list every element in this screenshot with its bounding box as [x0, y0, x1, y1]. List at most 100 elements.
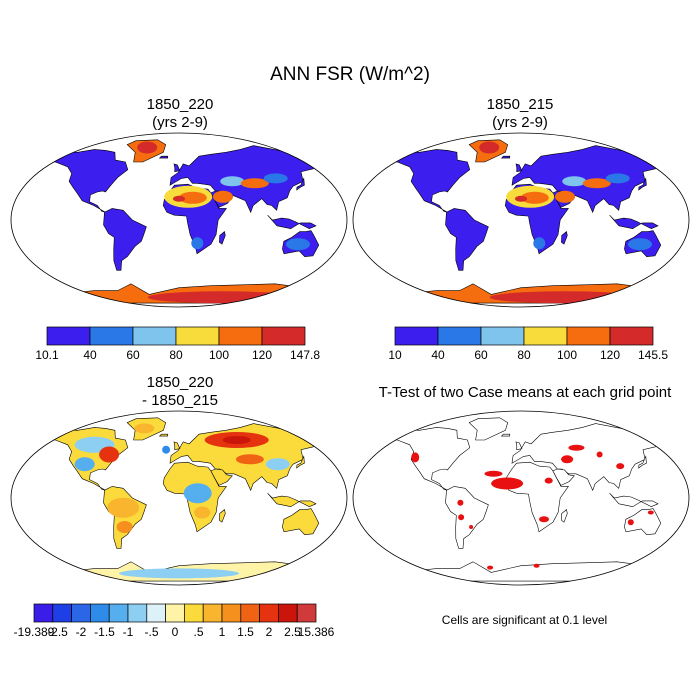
- colorbar-3-box-14: [296, 603, 317, 623]
- colorbar-3-box-5: [127, 603, 148, 623]
- panel-3-title-line1: 1850_220: [146, 374, 214, 391]
- significance-note: Cells are significant at 0.1 level: [441, 613, 608, 627]
- tibet-field: [240, 178, 269, 189]
- significant-cell-10: [469, 525, 474, 529]
- land-layer: [381, 417, 681, 582]
- gobi-field: [605, 173, 630, 184]
- sahara-core: [520, 191, 549, 204]
- colorbar-1-box-4: [218, 326, 263, 346]
- colorbar-3-tick-label-0: -19.389: [14, 625, 55, 639]
- central-asia-field: [220, 176, 245, 187]
- sahara-hotspot: [515, 195, 527, 202]
- eurasia-landmass: [511, 145, 665, 214]
- map-frame: [352, 132, 690, 308]
- colorbar-3-tick-label-2: -2: [76, 625, 87, 639]
- colorbar-2-box-0: [394, 326, 439, 346]
- significant-cell-14: [533, 563, 540, 568]
- tibet-field: [582, 178, 611, 189]
- eurasia-landmass: [511, 423, 665, 492]
- significant-cell-12: [627, 519, 634, 526]
- colorbar-2-tick-label-0: 10: [388, 348, 402, 362]
- colorbar-3-tick-label-8: 1: [219, 625, 226, 639]
- sahara-core: [178, 191, 207, 204]
- difference-field-11: [134, 423, 155, 434]
- panel-1-title-line2: (yrs 2-9): [152, 114, 208, 131]
- colorbar-3-box-11: [240, 603, 260, 623]
- map-frame: [352, 410, 690, 586]
- colorbar-2-box-4: [566, 326, 611, 346]
- panel-1-title-line1: 1850_220: [146, 96, 214, 113]
- colorbar-1-box-3: [175, 326, 220, 346]
- difference-field-4: [116, 521, 133, 533]
- australia-landmass: [624, 508, 662, 536]
- colorbar-3-tick-label-9: 1.5: [237, 625, 254, 639]
- colorbar-1-tick-label-3: 80: [169, 348, 183, 362]
- antarctica-core: [147, 291, 298, 304]
- uk-landmass: [173, 163, 181, 173]
- land-layer: [381, 139, 681, 304]
- panel-3-title-line2: - 1850_215: [142, 392, 218, 409]
- greenland-core: [137, 141, 158, 154]
- colorbar-3-box-6: [146, 603, 166, 623]
- colorbar-3-box-2: [71, 603, 91, 623]
- colorbar-3-tick-label-3: -1.5: [94, 625, 115, 639]
- colorbar-3-box-9: [202, 603, 223, 623]
- colorbar-1-tick-label-2: 60: [126, 348, 140, 362]
- madagascar-landmass: [219, 231, 226, 245]
- colorbar-1-box-0: [46, 326, 91, 346]
- difference-field-6: [194, 506, 211, 519]
- difference-field-12: [288, 516, 317, 529]
- colorbar-panel-3: -19.389-2.5 -2 -1.5 -1 -.5 0 .5 1 1.5 2 2.515.386: [14, 603, 335, 639]
- japan-landmass: [296, 455, 305, 469]
- map-panel-4: [352, 410, 690, 586]
- iceland-landmass: [158, 155, 169, 159]
- map-frame: [10, 132, 348, 308]
- panel-1-title: 1850_220 (yrs 2-9): [30, 96, 330, 132]
- uk-landmass: [173, 441, 181, 451]
- colorbar-2-tick-label-6: 145.5: [638, 348, 668, 362]
- colorbar-1-box-5: [261, 326, 306, 346]
- colorbar-3-tick-label-1: -2.5: [47, 625, 68, 639]
- colorbar-2-tick-label-4: 100: [557, 348, 577, 362]
- colorbar-3-box-3: [90, 603, 110, 623]
- colorbar-2-box-1: [437, 326, 482, 346]
- central-asia-field: [562, 176, 587, 187]
- colorbar-1-tick-label-5: 120: [252, 348, 272, 362]
- colorbar-2-tick-label-1: 40: [431, 348, 445, 362]
- difference-field-8: [222, 436, 251, 444]
- sahara-hotspot: [173, 195, 185, 202]
- south-america-landmass: [445, 486, 489, 549]
- kalahari-field: [191, 237, 204, 250]
- north-america-landmass: [42, 149, 129, 213]
- colorbar-3-box-12: [259, 603, 279, 623]
- new-zealand-landmass: [666, 253, 681, 265]
- colorbar-2-box-3: [523, 326, 568, 346]
- indonesia-landmass: [609, 214, 659, 230]
- significant-cell-7: [616, 463, 625, 470]
- gobi-field: [263, 173, 288, 184]
- significant-cell-2: [491, 477, 524, 490]
- difference-field-5: [183, 483, 212, 504]
- arabia-landmass: [552, 468, 575, 486]
- panel-3-title: 1850_220 - 1850_215: [30, 374, 330, 410]
- new-zealand-landmass: [324, 531, 339, 543]
- map-panel-2: [352, 132, 690, 308]
- colorbar-3-box-0: [33, 603, 54, 623]
- south-america-landmass: [103, 208, 147, 271]
- difference-field-14: [162, 445, 171, 454]
- colorbar-3-tick-label-10: 2: [266, 625, 273, 639]
- north-america-landmass: [384, 149, 471, 213]
- new-zealand-landmass: [324, 253, 339, 265]
- figure-title: ANN FSR (W/m^2): [270, 64, 430, 85]
- colorbar-1-tick-label-1: 40: [83, 348, 97, 362]
- significant-cell-0: [411, 452, 420, 463]
- colorbar-3-box-7: [165, 603, 185, 623]
- japan-landmass: [638, 455, 647, 469]
- significant-cell-1: [484, 470, 503, 477]
- colorbar-3-tick-label-5: -.5: [144, 625, 158, 639]
- antarctica-landmass: [381, 561, 661, 582]
- panel-2-title: 1850_215 (yrs 2-9): [370, 96, 670, 132]
- colorbar-panel-1: 10.1 40 60 80 100 120 147.8: [35, 326, 320, 362]
- colorbar-1-tick-label-6: 147.8: [290, 348, 320, 362]
- significant-cell-8: [457, 499, 464, 506]
